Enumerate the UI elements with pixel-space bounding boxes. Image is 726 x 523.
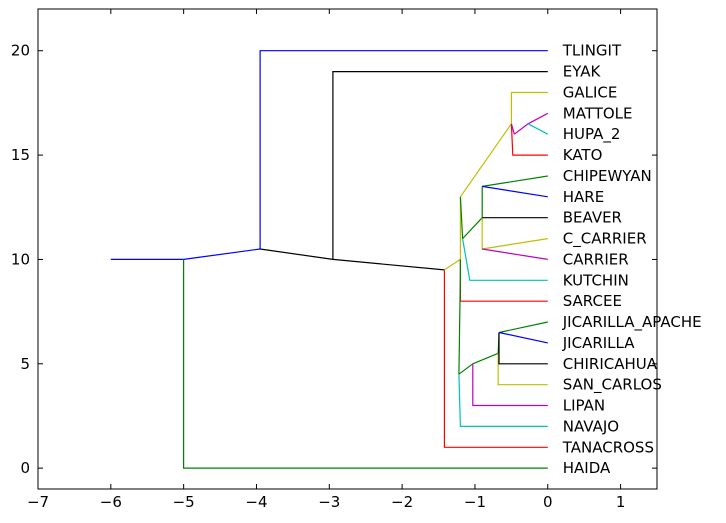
x-tick-label: −3: [318, 493, 340, 511]
y-tick-label: 0: [20, 459, 30, 477]
branch-11: [458, 374, 548, 427]
leaf-label: GALICE: [563, 83, 618, 101]
tree-branches: [110, 50, 549, 469]
branch-35: [510, 91, 548, 124]
y-tick-label: 10: [11, 250, 30, 268]
branch-4: [260, 248, 333, 260]
branch-24: [481, 217, 548, 250]
leaf-label: CHIPEWYAN: [563, 167, 652, 185]
branch-19: [498, 331, 548, 344]
y-tick-label: 20: [11, 42, 30, 60]
branch-2: [183, 248, 261, 260]
plot-frame: [37, 8, 658, 490]
branch-3: [259, 50, 548, 249]
branch-28: [482, 175, 548, 187]
branch-5: [332, 70, 548, 260]
branch-7: [443, 269, 548, 448]
x-tick-label: −7: [27, 493, 49, 511]
branch-32: [510, 123, 515, 135]
branch-29: [482, 185, 548, 198]
x-tick-label: −2: [391, 493, 413, 511]
branch-6: [332, 258, 445, 271]
branch-10: [458, 259, 461, 375]
branch-31: [510, 123, 548, 156]
branch-14: [472, 352, 499, 365]
branch-18: [498, 321, 548, 334]
branch-17: [498, 332, 548, 365]
branch-23: [462, 217, 483, 240]
leaf-label: LIPAN: [563, 397, 605, 415]
leaf-label: HARE: [563, 188, 604, 206]
branch-22: [462, 238, 548, 281]
branch-34: [527, 123, 549, 135]
leaf-label: SARCEE: [563, 292, 622, 310]
x-tick-label: 0: [543, 493, 553, 511]
x-tick-label: −5: [173, 493, 195, 511]
leaf-labels: TLINGIT EYAK GALICE MATTOLE HUPA_2 KATO CHIPEW…: [562, 42, 702, 477]
leaf-label: NAVAJO: [563, 417, 619, 435]
branch-15: [497, 353, 548, 386]
x-tick-label: 1: [616, 493, 626, 511]
leaf-label: JICARILLA: [562, 334, 635, 352]
leaf-label: BEAVER: [563, 209, 622, 227]
leaf-label: HAIDA: [563, 459, 611, 477]
y-tick-label: 15: [11, 146, 30, 164]
branch-12: [458, 363, 474, 375]
leaf-label: TLINGIT: [562, 42, 622, 60]
x-tick-label: −6: [100, 493, 122, 511]
branch-13: [472, 363, 548, 407]
leaf-label: SAN_CARLOS: [563, 376, 662, 395]
branch-30: [459, 123, 512, 198]
leaf-label: MATTOLE: [563, 104, 633, 122]
branch-1: [183, 259, 548, 469]
y-tick-label: 5: [20, 355, 30, 373]
leaf-label: CARRIER: [563, 250, 629, 268]
leaf-label: EYAK: [563, 63, 602, 81]
branch-25: [482, 248, 548, 260]
leaf-label: CHIRICAHUA: [563, 355, 658, 373]
leaf-label: JICARILLA_APACHE: [562, 313, 702, 332]
branch-21: [459, 196, 464, 239]
branch-8: [444, 258, 461, 271]
leaf-label: C_CARRIER: [563, 230, 647, 249]
x-tick-label: −4: [245, 493, 267, 511]
leaf-label: HUPA_2: [563, 125, 621, 144]
leaf-label: KATO: [563, 146, 603, 164]
leaf-label: TANACROSS: [562, 438, 654, 456]
x-tick-label: −1: [464, 493, 486, 511]
leaf-label: KUTCHIN: [563, 271, 629, 289]
